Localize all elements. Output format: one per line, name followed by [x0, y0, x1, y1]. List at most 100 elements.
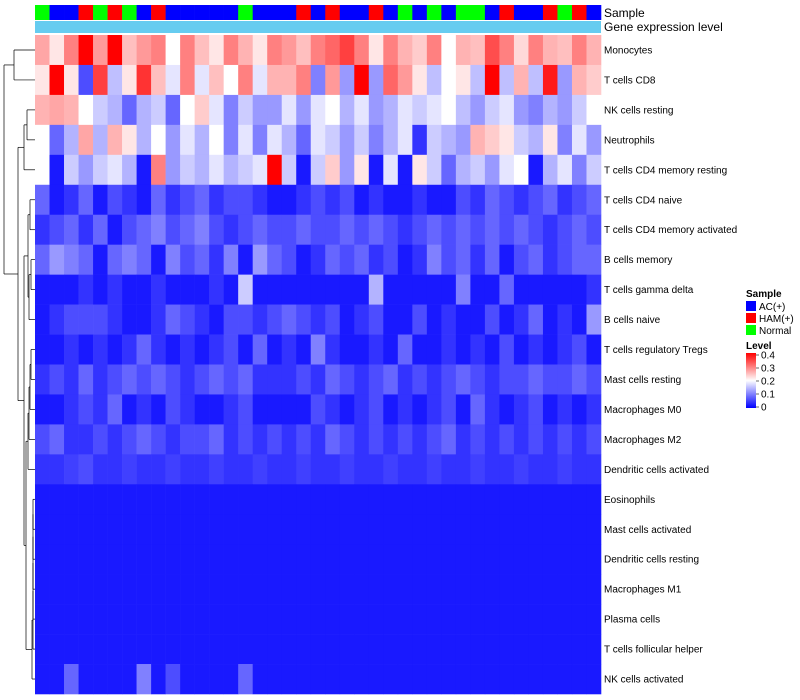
heatmap-cell	[194, 424, 210, 455]
heatmap-cell	[513, 604, 529, 635]
row-label: Macrophages M0	[604, 405, 682, 416]
heatmap-cell	[122, 454, 137, 485]
heatmap-cell	[571, 394, 587, 425]
heatmap-cell	[499, 484, 515, 515]
heatmap-cell	[252, 514, 268, 545]
heatmap-cell	[325, 214, 341, 245]
sample-annotation-cell	[78, 5, 94, 20]
heatmap-cell	[557, 304, 573, 335]
heatmap-cell	[383, 454, 399, 485]
heatmap-cell	[180, 124, 195, 156]
heatmap-cell	[557, 484, 573, 515]
heatmap-cell	[238, 394, 253, 425]
heatmap-cell	[426, 274, 442, 305]
heatmap-cell	[267, 154, 283, 186]
sample-annotation-cell	[93, 5, 108, 20]
annotation-label-sample: Sample	[604, 6, 645, 20]
heatmap-cell	[194, 184, 210, 216]
heatmap-cell	[470, 454, 486, 485]
heatmap-cell	[209, 184, 224, 216]
heatmap-cell	[180, 154, 195, 186]
heatmap-cell	[470, 244, 486, 275]
heatmap-cell	[484, 544, 500, 575]
level-colorbar	[746, 353, 756, 408]
heatmap-cell	[267, 244, 283, 275]
heatmap-cell	[151, 64, 166, 96]
heatmap-cell	[296, 574, 312, 605]
heatmap-cell	[310, 64, 326, 96]
heatmap-cell	[499, 544, 515, 575]
heatmap-cell	[136, 484, 152, 515]
heatmap-cell	[542, 604, 558, 635]
heatmap-cell	[78, 394, 94, 425]
heatmap-cell	[339, 634, 355, 665]
heatmap-cell	[252, 544, 268, 575]
heatmap-cell	[441, 124, 457, 156]
heatmap-cell	[267, 514, 283, 545]
heatmap-cell	[238, 274, 253, 305]
heatmap-cell	[310, 424, 326, 455]
row-label: Dendritic cells activated	[604, 465, 709, 476]
heatmap-cell	[383, 274, 399, 305]
heatmap-cell	[93, 124, 108, 156]
heatmap-cell	[586, 244, 602, 275]
heatmap-cell	[383, 664, 399, 695]
heatmap-cell	[49, 424, 65, 455]
heatmap-cell	[151, 35, 166, 66]
heatmap-cell	[165, 304, 181, 335]
legend-label-normal: Normal	[759, 326, 791, 337]
row-labels: Monocytes T cells CD8 NK cells resting Neut…	[604, 45, 737, 685]
heatmap-cell	[339, 484, 355, 515]
sample-annotation-cell	[339, 5, 355, 20]
heatmap-cell	[252, 484, 268, 515]
heatmap-cell	[281, 484, 297, 515]
heatmap-cell	[180, 304, 195, 335]
heatmap-cell	[180, 35, 195, 66]
heatmap-cell	[354, 184, 370, 216]
level-legend: Level 0.4 0.3 0.2 0.1 0	[746, 341, 775, 414]
heatmap-cell	[78, 304, 94, 335]
heatmap-cell	[223, 394, 239, 425]
heatmap-cell	[557, 274, 573, 305]
heatmap-cell	[354, 64, 370, 96]
heatmap-cell	[93, 304, 108, 335]
heatmap-cell	[397, 244, 413, 275]
heatmap-cell	[49, 454, 65, 485]
heatmap-cell	[180, 634, 195, 665]
heatmap-cell	[209, 514, 224, 545]
heatmap-cell	[455, 394, 471, 425]
heatmap-cell	[49, 604, 65, 635]
sample-annotation-cell	[223, 5, 239, 20]
heatmap-cell	[107, 364, 123, 395]
heatmap-cell	[426, 94, 442, 126]
heatmap-cell	[542, 394, 558, 425]
heatmap-cell	[383, 634, 399, 665]
row-label: Macrophages M2	[604, 435, 682, 446]
heatmap-cell	[397, 424, 413, 455]
heatmap-cell	[310, 634, 326, 665]
heatmap-cell	[368, 514, 384, 545]
heatmap-cell	[484, 334, 500, 365]
heatmap-cell	[49, 274, 65, 305]
legend-label-ac: AC(+)	[759, 302, 785, 313]
heatmap-cell	[78, 124, 94, 156]
heatmap-cell	[238, 454, 253, 485]
heatmap-cell	[557, 214, 573, 245]
heatmap-cell	[455, 64, 471, 96]
row-label: T cells regulatory Tregs	[604, 345, 708, 356]
heatmap-cell	[151, 364, 166, 395]
heatmap-cell	[412, 64, 428, 96]
heatmap-cell	[252, 64, 268, 96]
heatmap-cell	[368, 154, 384, 186]
heatmap-cell	[223, 424, 239, 455]
heatmap-cell	[209, 244, 224, 275]
heatmap-cell	[252, 214, 268, 245]
heatmap-cell	[252, 304, 268, 335]
heatmap-cell	[325, 424, 341, 455]
heatmap-cell	[165, 124, 181, 156]
heatmap-cell	[499, 454, 515, 485]
heatmap-cell	[557, 154, 573, 186]
heatmap-cell	[151, 634, 166, 665]
heatmap-cell	[252, 454, 268, 485]
heatmap-cell	[339, 244, 355, 275]
